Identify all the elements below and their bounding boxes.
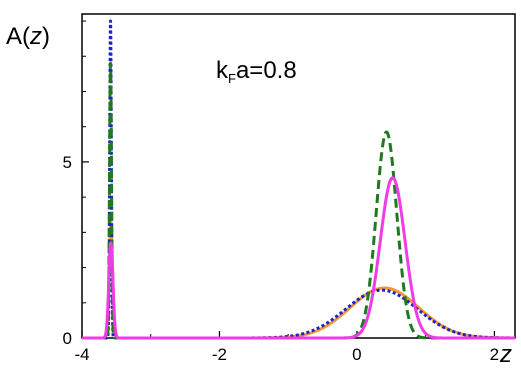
series-line-3 — [81, 61, 516, 340]
series-line-2 — [81, 19, 517, 340]
x-tick-label: -2 — [212, 345, 227, 364]
x-tick-label: 2 — [490, 345, 499, 364]
series-line-1 — [81, 220, 516, 340]
y-tick-label: 5 — [63, 153, 72, 172]
plot-frame — [81, 13, 516, 339]
y-axis-title: A(z) — [6, 23, 50, 50]
x-tick-label: -4 — [74, 345, 89, 364]
x-axis-title: z — [499, 341, 512, 368]
y-tick-label: 0 — [63, 329, 72, 348]
annotation-kfa: kFa=0.8 — [216, 57, 297, 86]
series-line-4 — [81, 176, 516, 340]
x-tick-label: 0 — [352, 345, 361, 364]
